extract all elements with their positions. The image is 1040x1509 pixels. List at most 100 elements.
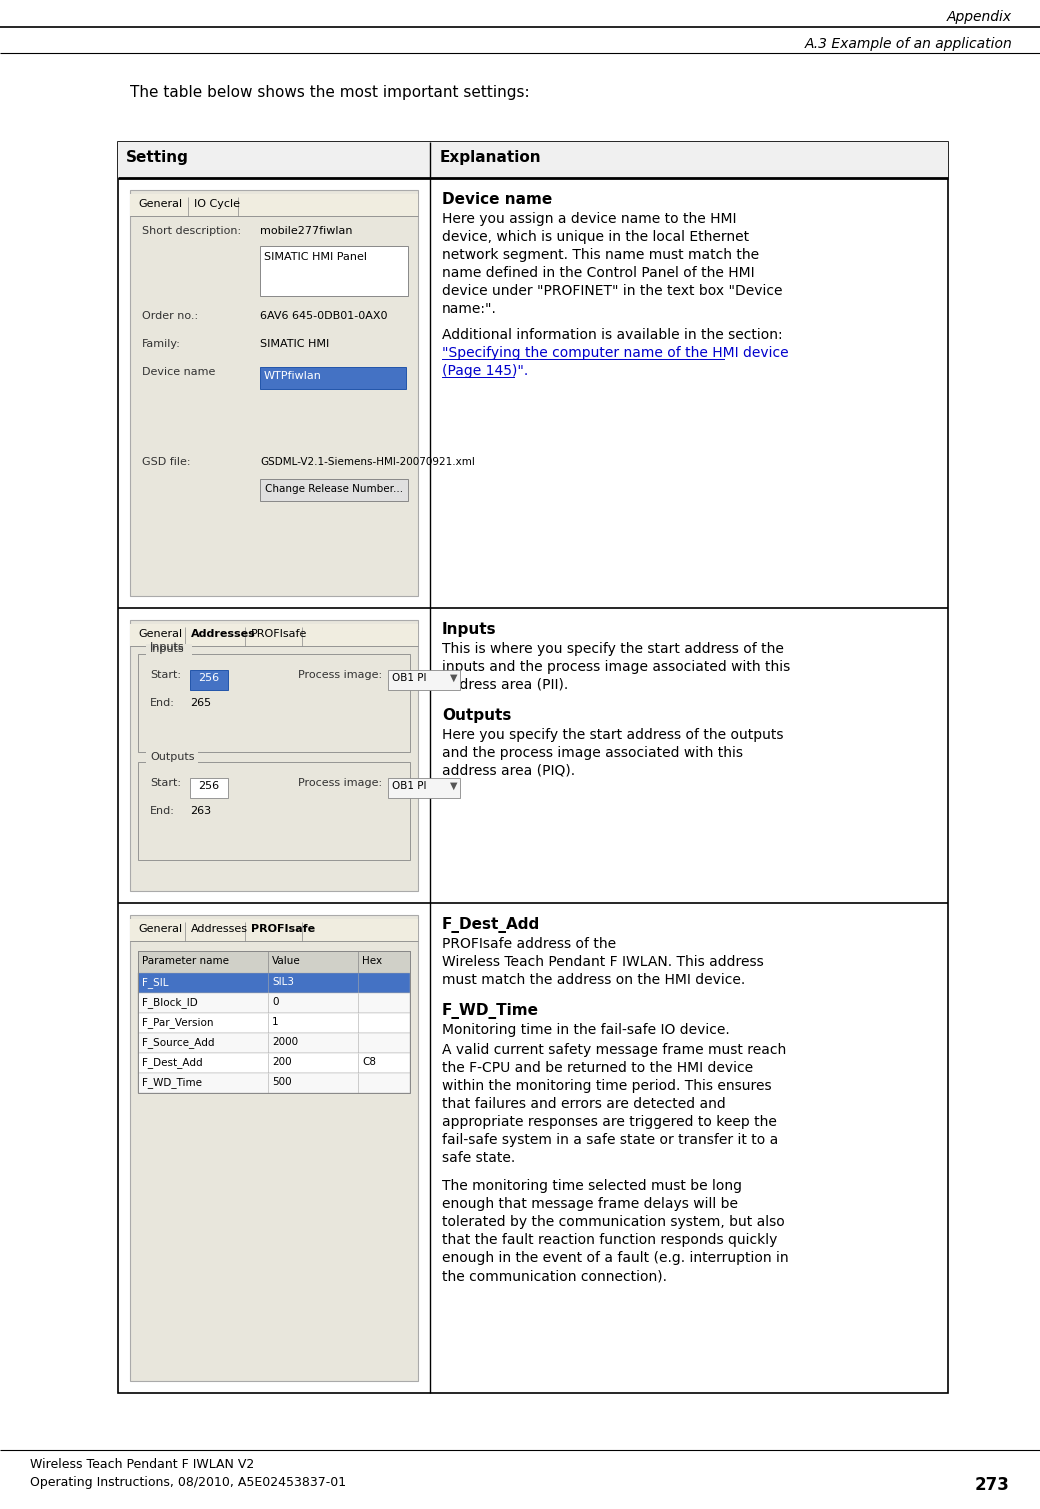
- Text: Wireless Teach Pendant F IWLAN. This address: Wireless Teach Pendant F IWLAN. This add…: [442, 955, 763, 969]
- Text: inputs and the process image associated with this: inputs and the process image associated …: [442, 659, 790, 675]
- Text: Order no.:: Order no.:: [142, 311, 199, 321]
- Bar: [190, 779, 228, 798]
- Text: that failures and errors are detected and: that failures and errors are detected an…: [442, 1097, 726, 1111]
- Text: F_Dest_Add: F_Dest_Add: [442, 917, 540, 933]
- Text: 263: 263: [190, 806, 211, 816]
- Text: (Page 145)".: (Page 145)".: [442, 364, 528, 377]
- Text: GSD file:: GSD file:: [142, 457, 190, 466]
- Text: General: General: [138, 629, 182, 638]
- Text: Here you specify the start address of the outputs: Here you specify the start address of th…: [442, 727, 783, 742]
- Text: SIL3: SIL3: [272, 976, 294, 987]
- Text: Additional information is available in the section:: Additional information is available in t…: [442, 327, 783, 343]
- Bar: [138, 951, 410, 1093]
- Bar: [138, 951, 410, 973]
- Text: F_WD_Time: F_WD_Time: [442, 1003, 539, 1019]
- Text: safe state.: safe state.: [442, 1151, 515, 1165]
- Bar: [130, 195, 418, 216]
- Text: network segment. This name must match the: network segment. This name must match th…: [442, 247, 759, 263]
- Text: 2000: 2000: [272, 1037, 298, 1047]
- Text: that the fault reaction function responds quickly: that the fault reaction function respond…: [442, 1233, 777, 1246]
- Text: Explanation: Explanation: [440, 149, 542, 164]
- Bar: [138, 653, 410, 751]
- Text: Inputs: Inputs: [150, 641, 185, 652]
- Text: 273: 273: [976, 1476, 1010, 1494]
- Bar: [118, 142, 948, 178]
- Text: Appendix: Appendix: [946, 11, 1012, 24]
- Text: PROFIsafe: PROFIsafe: [251, 924, 315, 934]
- Bar: [388, 670, 460, 690]
- Text: Change Release Number...: Change Release Number...: [265, 484, 404, 493]
- Text: Hex: Hex: [362, 957, 382, 966]
- Bar: [260, 246, 408, 296]
- Text: Setting: Setting: [126, 149, 189, 164]
- Text: Monitoring time in the fail-safe IO device.: Monitoring time in the fail-safe IO devi…: [442, 1023, 730, 1037]
- Text: 500: 500: [272, 1077, 291, 1086]
- Text: the communication connection).: the communication connection).: [442, 1269, 667, 1283]
- Text: F_Dest_Add: F_Dest_Add: [142, 1056, 203, 1068]
- Text: F_SIL: F_SIL: [142, 976, 168, 988]
- Bar: [138, 1034, 410, 1053]
- Bar: [260, 367, 406, 389]
- Text: 256: 256: [199, 782, 219, 791]
- Text: 0: 0: [272, 997, 279, 1007]
- Text: WTPfiwlan: WTPfiwlan: [264, 371, 321, 380]
- Bar: [138, 973, 410, 993]
- Text: A valid current safety message frame must reach: A valid current safety message frame mus…: [442, 1043, 786, 1056]
- Text: F_WD_Time: F_WD_Time: [142, 1077, 202, 1088]
- Bar: [118, 142, 948, 1393]
- Text: Value: Value: [272, 957, 301, 966]
- Text: Outputs: Outputs: [150, 751, 194, 762]
- Text: Device name: Device name: [442, 192, 552, 207]
- Text: ▼: ▼: [450, 673, 458, 684]
- Text: "Specifying the computer name of the HMI device: "Specifying the computer name of the HMI…: [442, 346, 788, 361]
- Text: device under "PROFINET" in the text box "Device: device under "PROFINET" in the text box …: [442, 284, 782, 297]
- Bar: [130, 625, 418, 646]
- Text: F_Source_Add: F_Source_Add: [142, 1037, 214, 1047]
- Text: 1: 1: [272, 1017, 279, 1028]
- Text: name:".: name:".: [442, 302, 497, 315]
- Bar: [146, 751, 198, 764]
- Bar: [138, 1013, 410, 1034]
- Text: appropriate responses are triggered to keep the: appropriate responses are triggered to k…: [442, 1115, 777, 1129]
- Text: address area (PIQ).: address area (PIQ).: [442, 764, 575, 779]
- Text: Addresses: Addresses: [191, 924, 248, 934]
- Bar: [130, 190, 418, 596]
- Text: Wireless Teach Pendant F IWLAN V2: Wireless Teach Pendant F IWLAN V2: [30, 1458, 254, 1471]
- Text: ▼: ▼: [450, 782, 458, 791]
- Text: PROFIsafe address of the: PROFIsafe address of the: [442, 937, 616, 951]
- Text: IO Cycle: IO Cycle: [194, 199, 240, 210]
- Text: Addresses: Addresses: [191, 629, 256, 638]
- Bar: [138, 1053, 410, 1073]
- Text: within the monitoring time period. This ensures: within the monitoring time period. This …: [442, 1079, 772, 1093]
- Text: OB1 PI: OB1 PI: [392, 673, 426, 684]
- Text: Outputs: Outputs: [442, 708, 512, 723]
- Text: F_Par_Version: F_Par_Version: [142, 1017, 213, 1028]
- Text: enough that message frame delays will be: enough that message frame delays will be: [442, 1197, 738, 1212]
- Text: device, which is unique in the local Ethernet: device, which is unique in the local Eth…: [442, 229, 749, 244]
- Text: General: General: [138, 199, 182, 210]
- Text: 265: 265: [190, 699, 211, 708]
- Text: Here you assign a device name to the HMI: Here you assign a device name to the HMI: [442, 211, 736, 226]
- Text: OB1 PI: OB1 PI: [392, 782, 426, 791]
- Text: Device name: Device name: [142, 367, 215, 377]
- Text: End:: End:: [150, 806, 175, 816]
- Text: the F-CPU and be returned to the HMI device: the F-CPU and be returned to the HMI dev…: [442, 1061, 753, 1074]
- Bar: [138, 762, 410, 860]
- Text: Start:: Start:: [150, 779, 181, 788]
- Text: General: General: [138, 924, 182, 934]
- Text: enough in the event of a fault (e.g. interruption in: enough in the event of a fault (e.g. int…: [442, 1251, 788, 1265]
- Text: Process image:: Process image:: [298, 670, 382, 681]
- Text: Inputs: Inputs: [150, 644, 185, 653]
- Text: 6AV6 645-0DB01-0AX0: 6AV6 645-0DB01-0AX0: [260, 311, 388, 321]
- Bar: [190, 670, 228, 690]
- Text: 200: 200: [272, 1056, 291, 1067]
- Text: name defined in the Control Panel of the HMI: name defined in the Control Panel of the…: [442, 266, 755, 281]
- Text: F_Block_ID: F_Block_ID: [142, 997, 198, 1008]
- Text: SIMATIC HMI: SIMATIC HMI: [260, 340, 330, 349]
- Bar: [388, 779, 460, 798]
- Text: must match the address on the HMI device.: must match the address on the HMI device…: [442, 973, 746, 987]
- Text: Operating Instructions, 08/2010, A5E02453837-01: Operating Instructions, 08/2010, A5E0245…: [30, 1476, 346, 1489]
- Bar: [138, 1073, 410, 1093]
- Text: Inputs: Inputs: [442, 622, 497, 637]
- Text: This is where you specify the start address of the: This is where you specify the start addr…: [442, 641, 784, 656]
